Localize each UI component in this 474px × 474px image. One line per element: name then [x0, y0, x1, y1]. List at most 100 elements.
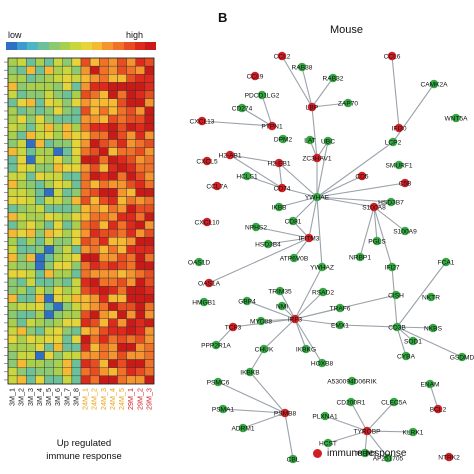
heatmap-cell [99, 155, 109, 165]
heatmap-cell [44, 204, 54, 214]
heatmap-cell [99, 180, 109, 189]
heatmap-cell [71, 57, 82, 67]
heatmap-cell [89, 228, 100, 238]
heatmap-cell [71, 228, 82, 238]
gene-label: CXCL5 [196, 158, 218, 165]
heatmap-cell [135, 245, 146, 254]
gene-node [245, 367, 255, 377]
heatmap-cell [35, 277, 45, 287]
heatmap-cell [108, 139, 118, 148]
heatmap-cell [135, 277, 146, 287]
network-edge [294, 318, 323, 364]
heatmap-cell [26, 334, 36, 344]
heatmap-cell [16, 82, 27, 91]
column-label: 3M_2 [17, 388, 26, 406]
heatmap-cell [35, 310, 45, 319]
heatmap-cell [108, 90, 118, 99]
heatmap-cell [44, 114, 54, 124]
gene-label: YWHAE [305, 194, 330, 201]
heatmap-cell [35, 261, 45, 271]
heatmap-cell [44, 220, 54, 230]
heatmap-cell [7, 286, 18, 295]
gene-node [194, 257, 204, 267]
heatmap-cell [89, 318, 100, 328]
heatmap-cell [44, 237, 54, 246]
heatmap-cell [99, 171, 109, 181]
heatmap-cell [35, 139, 45, 148]
network-node: CXCL5 [196, 156, 218, 165]
gene-node [401, 351, 411, 361]
heatmap-cell [16, 269, 27, 279]
gene-label: LBP [306, 104, 319, 111]
immune-gene-node [277, 183, 287, 193]
gene-node [429, 79, 439, 89]
gene-node [441, 257, 451, 267]
heatmap-cell [89, 359, 100, 368]
gene-label: FCA1 [438, 259, 455, 266]
heatmap-cell [71, 302, 82, 311]
heatmap-cell [71, 131, 82, 140]
immune-gene-node [204, 278, 214, 288]
heatmap-cell [62, 212, 73, 222]
heatmap-cell [135, 163, 146, 173]
gene-label: CHUK [255, 346, 274, 353]
heatmap-cell [108, 212, 118, 222]
heatmap-cell [80, 343, 91, 352]
heatmap-cell [62, 114, 73, 124]
heatmap-cell [35, 375, 45, 385]
heatmap-cell [26, 253, 36, 262]
gene-node [372, 236, 382, 246]
heatmap-cell [16, 163, 27, 173]
heatmap-cell [7, 98, 18, 108]
heatmap-cell [71, 294, 82, 303]
gene-label: IKBKB [240, 369, 260, 376]
network-edge [366, 430, 414, 433]
heatmap-cell [108, 359, 118, 368]
heatmap-cell [89, 131, 100, 140]
network-node: NPHS2 [245, 222, 267, 231]
heatmap-cell [99, 139, 109, 148]
heatmap-cell [62, 65, 73, 75]
network-node: ZC3HAV1 [302, 153, 332, 162]
heatmap-cell [135, 261, 146, 271]
gene-label: ZC3HAV1 [302, 155, 332, 162]
gene-label: NTRK2 [438, 454, 460, 461]
colorbar-step [59, 42, 71, 50]
heatmap-cell [26, 147, 36, 156]
network-edge [279, 290, 296, 320]
network-node: SOD1 [404, 336, 422, 345]
heatmap-cell [7, 253, 18, 262]
heatmap-cell [53, 228, 63, 238]
network-node: CCL9 [247, 71, 264, 80]
heatmap-cell [135, 98, 146, 108]
heatmap-cell [62, 351, 73, 360]
heatmap-cell [89, 82, 100, 91]
heatmap-cell [126, 343, 136, 352]
heatmap-cell [7, 367, 18, 377]
heatmap-cell [135, 286, 146, 295]
gene-node [328, 73, 338, 83]
heatmap-cell [117, 326, 127, 336]
heatmap-cell [71, 367, 82, 377]
heatmap-cell [144, 188, 155, 197]
gene-node [211, 340, 221, 350]
heatmap-cell [62, 253, 73, 262]
gene-label: HCLS1 [236, 173, 258, 180]
heatmap-cell [53, 326, 63, 336]
network-node: H2-EB1 [267, 158, 291, 167]
gene-node [317, 262, 327, 272]
heatmap-cell [99, 131, 109, 140]
heatmap-cell [144, 318, 155, 328]
network-edge [311, 102, 349, 108]
heatmap-cell [117, 188, 127, 197]
gene-label: PTPN1 [261, 123, 283, 130]
heatmap-cell [144, 294, 155, 303]
heatmap-cell [135, 318, 146, 328]
gene-node [237, 103, 247, 113]
heatmap-cell [117, 261, 127, 271]
network-node: YWHAZ [310, 262, 334, 272]
heatmap-cell [89, 106, 100, 116]
heatmap-cell [108, 196, 118, 205]
heatmap-cell [135, 180, 146, 189]
heatmap-cell [126, 237, 136, 246]
